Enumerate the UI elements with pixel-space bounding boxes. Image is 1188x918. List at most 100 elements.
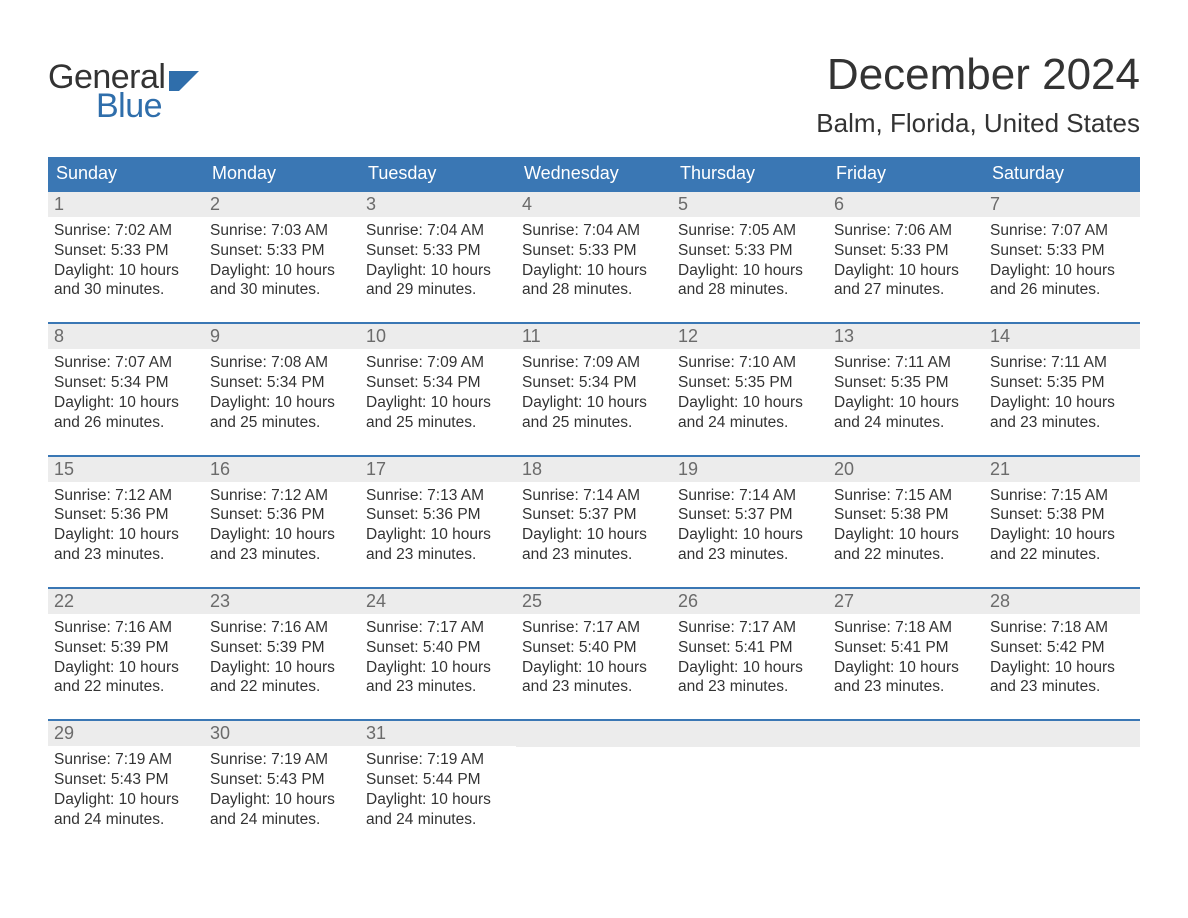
- day-content: Sunrise: 7:15 AMSunset: 5:38 PMDaylight:…: [984, 482, 1140, 569]
- sunset-text: Sunset: 5:43 PM: [210, 770, 354, 790]
- day-content: Sunrise: 7:09 AMSunset: 5:34 PMDaylight:…: [360, 349, 516, 436]
- day-cell: 25Sunrise: 7:17 AMSunset: 5:40 PMDayligh…: [516, 589, 672, 701]
- day-header-friday: Friday: [828, 157, 984, 190]
- sunset-text: Sunset: 5:39 PM: [210, 638, 354, 658]
- day-cell: 27Sunrise: 7:18 AMSunset: 5:41 PMDayligh…: [828, 589, 984, 701]
- weeks-container: 1 Sunrise: 7:02 AM Sunset: 5:33 PM Daylight…: [48, 190, 1140, 834]
- day-header-row: Sunday Monday Tuesday Wednesday Thursday…: [48, 157, 1140, 190]
- day-number: 20: [828, 457, 984, 482]
- day-number: 10: [360, 324, 516, 349]
- sunrise-text: Sunrise: 7:09 AM: [366, 353, 510, 373]
- sunset-text: Sunset: 5:34 PM: [210, 373, 354, 393]
- day-number: 30: [204, 721, 360, 746]
- sunrise-text: Sunrise: 7:02 AM: [54, 221, 198, 241]
- sunrise-text: Sunrise: 7:17 AM: [522, 618, 666, 638]
- sunset-text: Sunset: 5:33 PM: [522, 241, 666, 261]
- daylight-text-line1: Daylight: 10 hours: [54, 261, 198, 281]
- day-cell: 24Sunrise: 7:17 AMSunset: 5:40 PMDayligh…: [360, 589, 516, 701]
- day-cell: [516, 721, 672, 833]
- day-header-sunday: Sunday: [48, 157, 204, 190]
- header: General Blue December 2024 Balm, Florida…: [48, 50, 1140, 139]
- sunset-text: Sunset: 5:34 PM: [366, 373, 510, 393]
- sunset-text: Sunset: 5:41 PM: [678, 638, 822, 658]
- day-number: 1: [48, 192, 204, 217]
- daylight-text-line1: Daylight: 10 hours: [678, 525, 822, 545]
- day-content: Sunrise: 7:14 AMSunset: 5:37 PMDaylight:…: [672, 482, 828, 569]
- day-content: Sunrise: 7:19 AMSunset: 5:43 PMDaylight:…: [48, 746, 204, 833]
- sunset-text: Sunset: 5:39 PM: [54, 638, 198, 658]
- day-number: 28: [984, 589, 1140, 614]
- sunrise-text: Sunrise: 7:07 AM: [990, 221, 1134, 241]
- daylight-text-line1: Daylight: 10 hours: [834, 525, 978, 545]
- daylight-text-line1: Daylight: 10 hours: [522, 525, 666, 545]
- day-number: 16: [204, 457, 360, 482]
- daylight-text-line2: and 26 minutes.: [990, 280, 1134, 300]
- daylight-text-line2: and 23 minutes.: [210, 545, 354, 565]
- day-number: 29: [48, 721, 204, 746]
- sunrise-text: Sunrise: 7:17 AM: [366, 618, 510, 638]
- day-number: 26: [672, 589, 828, 614]
- sunrise-text: Sunrise: 7:18 AM: [990, 618, 1134, 638]
- daylight-text-line1: Daylight: 10 hours: [54, 525, 198, 545]
- week-row: 15Sunrise: 7:12 AMSunset: 5:36 PMDayligh…: [48, 455, 1140, 569]
- daylight-text-line2: and 22 minutes.: [834, 545, 978, 565]
- daylight-text-line2: and 23 minutes.: [522, 677, 666, 697]
- sunrise-text: Sunrise: 7:12 AM: [54, 486, 198, 506]
- sunrise-text: Sunrise: 7:18 AM: [834, 618, 978, 638]
- logo: General Blue: [48, 58, 199, 126]
- day-number: 18: [516, 457, 672, 482]
- sunrise-text: Sunrise: 7:03 AM: [210, 221, 354, 241]
- day-content: Sunrise: 7:12 AMSunset: 5:36 PMDaylight:…: [48, 482, 204, 569]
- day-content: Sunrise: 7:11 AMSunset: 5:35 PMDaylight:…: [984, 349, 1140, 436]
- day-cell: 30Sunrise: 7:19 AMSunset: 5:43 PMDayligh…: [204, 721, 360, 833]
- logo-word2: Blue: [96, 87, 162, 126]
- daylight-text-line1: Daylight: 10 hours: [678, 393, 822, 413]
- day-cell: 12Sunrise: 7:10 AMSunset: 5:35 PMDayligh…: [672, 324, 828, 436]
- sunrise-text: Sunrise: 7:06 AM: [834, 221, 978, 241]
- daylight-text-line1: Daylight: 10 hours: [54, 658, 198, 678]
- daylight-text-line2: and 23 minutes.: [366, 545, 510, 565]
- day-cell: 14Sunrise: 7:11 AMSunset: 5:35 PMDayligh…: [984, 324, 1140, 436]
- day-number: 23: [204, 589, 360, 614]
- sunrise-text: Sunrise: 7:13 AM: [366, 486, 510, 506]
- daylight-text-line2: and 24 minutes.: [678, 413, 822, 433]
- day-cell: [984, 721, 1140, 833]
- daylight-text-line2: and 22 minutes.: [990, 545, 1134, 565]
- daylight-text-line1: Daylight: 10 hours: [990, 525, 1134, 545]
- day-number: [516, 721, 672, 747]
- sunrise-text: Sunrise: 7:11 AM: [990, 353, 1134, 373]
- day-header-monday: Monday: [204, 157, 360, 190]
- day-content: Sunrise: 7:04 AMSunset: 5:33 PMDaylight:…: [360, 217, 516, 304]
- sunrise-text: Sunrise: 7:12 AM: [210, 486, 354, 506]
- day-content: Sunrise: 7:05 AMSunset: 5:33 PMDaylight:…: [672, 217, 828, 304]
- day-number: [828, 721, 984, 747]
- daylight-text-line2: and 24 minutes.: [366, 810, 510, 830]
- day-content: Sunrise: 7:08 AMSunset: 5:34 PMDaylight:…: [204, 349, 360, 436]
- daylight-text-line2: and 23 minutes.: [834, 677, 978, 697]
- sunset-text: Sunset: 5:33 PM: [678, 241, 822, 261]
- day-header-thursday: Thursday: [672, 157, 828, 190]
- day-content: Sunrise: 7:09 AMSunset: 5:34 PMDaylight:…: [516, 349, 672, 436]
- day-content: Sunrise: 7:12 AMSunset: 5:36 PMDaylight:…: [204, 482, 360, 569]
- sunset-text: Sunset: 5:33 PM: [210, 241, 354, 261]
- daylight-text-line2: and 30 minutes.: [54, 280, 198, 300]
- day-number: 7: [984, 192, 1140, 217]
- day-content: Sunrise: 7:18 AMSunset: 5:41 PMDaylight:…: [828, 614, 984, 701]
- daylight-text-line1: Daylight: 10 hours: [678, 658, 822, 678]
- week-row: 29Sunrise: 7:19 AMSunset: 5:43 PMDayligh…: [48, 719, 1140, 833]
- day-cell: 21Sunrise: 7:15 AMSunset: 5:38 PMDayligh…: [984, 457, 1140, 569]
- day-number: 8: [48, 324, 204, 349]
- day-content: Sunrise: 7:16 AMSunset: 5:39 PMDaylight:…: [48, 614, 204, 701]
- day-number: 19: [672, 457, 828, 482]
- sunrise-text: Sunrise: 7:09 AM: [522, 353, 666, 373]
- daylight-text-line2: and 25 minutes.: [522, 413, 666, 433]
- day-number: 12: [672, 324, 828, 349]
- sunset-text: Sunset: 5:40 PM: [522, 638, 666, 658]
- sunrise-text: Sunrise: 7:19 AM: [366, 750, 510, 770]
- daylight-text-line1: Daylight: 10 hours: [834, 261, 978, 281]
- calendar: Sunday Monday Tuesday Wednesday Thursday…: [48, 157, 1140, 834]
- day-cell: 15Sunrise: 7:12 AMSunset: 5:36 PMDayligh…: [48, 457, 204, 569]
- sunrise-text: Sunrise: 7:15 AM: [990, 486, 1134, 506]
- sunset-text: Sunset: 5:36 PM: [54, 505, 198, 525]
- daylight-text-line1: Daylight: 10 hours: [366, 261, 510, 281]
